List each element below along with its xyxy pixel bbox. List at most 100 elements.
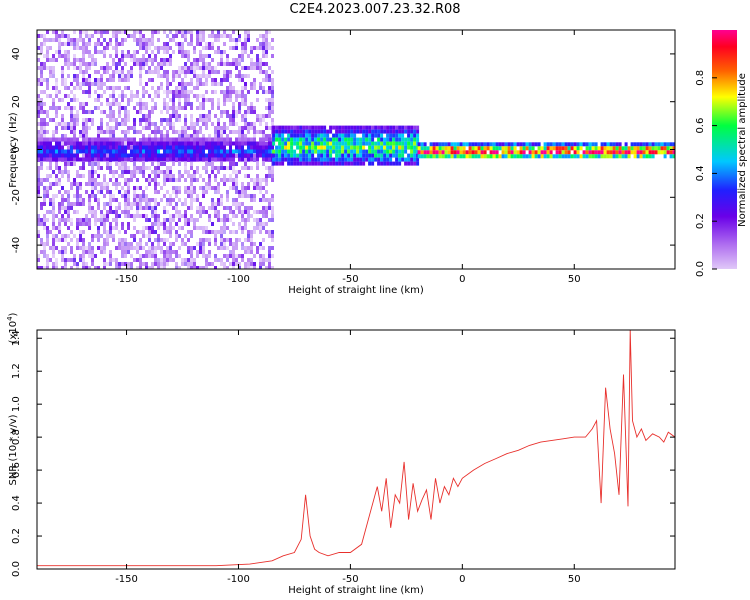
spectrogram-cell — [362, 145, 366, 150]
spectrogram-cell — [190, 145, 193, 150]
spectrogram-cell — [115, 198, 118, 202]
spectrogram-cell — [271, 98, 274, 102]
spectrogram-cell — [259, 153, 262, 158]
spectrogram-cell — [151, 198, 154, 202]
spectrogram-cell — [97, 42, 100, 46]
spectrogram-cell — [184, 218, 187, 222]
spectrogram-cell — [169, 214, 172, 218]
spectrogram-cell — [100, 78, 103, 82]
spectrogram-cell — [52, 118, 55, 122]
spectrogram-cell — [199, 157, 202, 162]
spectrogram-cell — [148, 66, 151, 70]
spectrogram-cell — [169, 202, 172, 206]
spectrogram-cell — [250, 110, 253, 114]
spectrogram-cell — [151, 157, 154, 162]
spectrogram-cell — [142, 54, 145, 58]
spectrogram-cell — [91, 238, 94, 242]
spectrogram-cell — [250, 238, 253, 242]
spectrogram-cell — [278, 129, 282, 134]
spectrogram-cell — [118, 74, 121, 78]
spectrogram-cell — [241, 114, 244, 118]
spectrogram-cell — [85, 134, 88, 138]
spectrogram-cell — [64, 246, 67, 250]
spectrogram-cell — [205, 186, 208, 190]
spectrogram-cell — [211, 102, 214, 106]
spectrogram-cell — [187, 90, 190, 94]
spectrogram-cell — [73, 42, 76, 46]
spectrogram-cell — [103, 214, 106, 218]
spectrogram-cell — [241, 130, 244, 134]
spectrogram-cell — [85, 30, 88, 34]
spectrogram-cell — [588, 154, 592, 159]
spectrogram-cell — [166, 46, 169, 50]
spectrogram-cell — [154, 238, 157, 242]
spectrogram-cell — [166, 110, 169, 114]
spectrogram-cell — [169, 122, 172, 126]
spectrogram-cell — [196, 226, 199, 230]
spectrogram-cell — [296, 137, 300, 142]
spectrogram-cell — [181, 214, 184, 218]
spectrogram-cell — [645, 146, 649, 151]
spectrogram-cell — [67, 157, 70, 162]
spectrogram-cell — [404, 145, 408, 150]
spectrogram-cell — [169, 90, 172, 94]
spectrogram-cell — [118, 102, 121, 106]
spectrogram-cell — [103, 246, 106, 250]
spectrogram-cell — [241, 218, 244, 222]
spectrogram-cell — [208, 42, 211, 46]
spectrogram-cell — [160, 134, 163, 138]
spectrogram-cell — [118, 174, 121, 178]
colorbar-tick-label: 0.8 — [695, 70, 706, 86]
spectrogram-cell — [109, 194, 112, 198]
spectrogram-cell — [229, 62, 232, 66]
spectrogram-cell — [97, 141, 100, 146]
spectrogram-cell — [636, 150, 640, 155]
spectrogram-cell — [247, 230, 250, 234]
spectrogram-cell — [271, 254, 274, 258]
spectrogram-cell — [426, 146, 430, 151]
spectrogram-cell — [278, 161, 282, 166]
spectrogram-cell — [453, 142, 457, 147]
spectrogram-cell — [208, 98, 211, 102]
spectrogram-cell — [175, 230, 178, 234]
spectrogram-cell — [362, 141, 366, 146]
spectrogram-cell — [163, 242, 166, 246]
spectrogram-cell — [483, 146, 487, 151]
spectrogram-cell — [268, 141, 271, 146]
spectrogram-cell — [127, 214, 130, 218]
spectrogram-cell — [103, 137, 106, 142]
spectrogram-cell — [305, 149, 309, 154]
spectrogram-cell — [49, 106, 52, 110]
spectrogram-cell — [94, 170, 97, 174]
spectrogram-cell — [426, 154, 430, 159]
spectrogram-cell — [121, 166, 124, 170]
spectrogram-cell — [154, 254, 157, 258]
spectrogram-cell — [112, 174, 115, 178]
spectrogram-cell — [40, 50, 43, 54]
spectrogram-cell — [271, 122, 274, 126]
spectrogram-cell — [232, 157, 235, 162]
spectrogram-cell — [118, 62, 121, 66]
spectrogram-cell — [302, 137, 306, 142]
spectrogram-cell — [196, 254, 199, 258]
spectrogram-cell — [256, 186, 259, 190]
spectrogram-cell — [133, 202, 136, 206]
spectrogram-cell — [184, 198, 187, 202]
spectrogram-cell — [232, 222, 235, 226]
spectrogram-cell — [58, 54, 61, 58]
spectrogram-cell — [139, 62, 142, 66]
spectrogram-cell — [133, 118, 136, 122]
spectrogram-cell — [323, 125, 327, 130]
spectrogram-cell — [148, 218, 151, 222]
spectrogram-cell — [49, 94, 52, 98]
spectrogram-cell — [223, 94, 226, 98]
spectrogram-cell — [97, 86, 100, 90]
spectrogram-cell — [404, 161, 408, 166]
spectrogram-cell — [253, 62, 256, 66]
spectrogram-cell — [187, 94, 190, 98]
spectrogram-cell — [64, 126, 67, 130]
spectrogram-cell — [148, 110, 151, 114]
spectrogram-cell — [350, 157, 354, 162]
spectrogram-cell — [103, 82, 106, 86]
spectrogram-cell — [178, 74, 181, 78]
